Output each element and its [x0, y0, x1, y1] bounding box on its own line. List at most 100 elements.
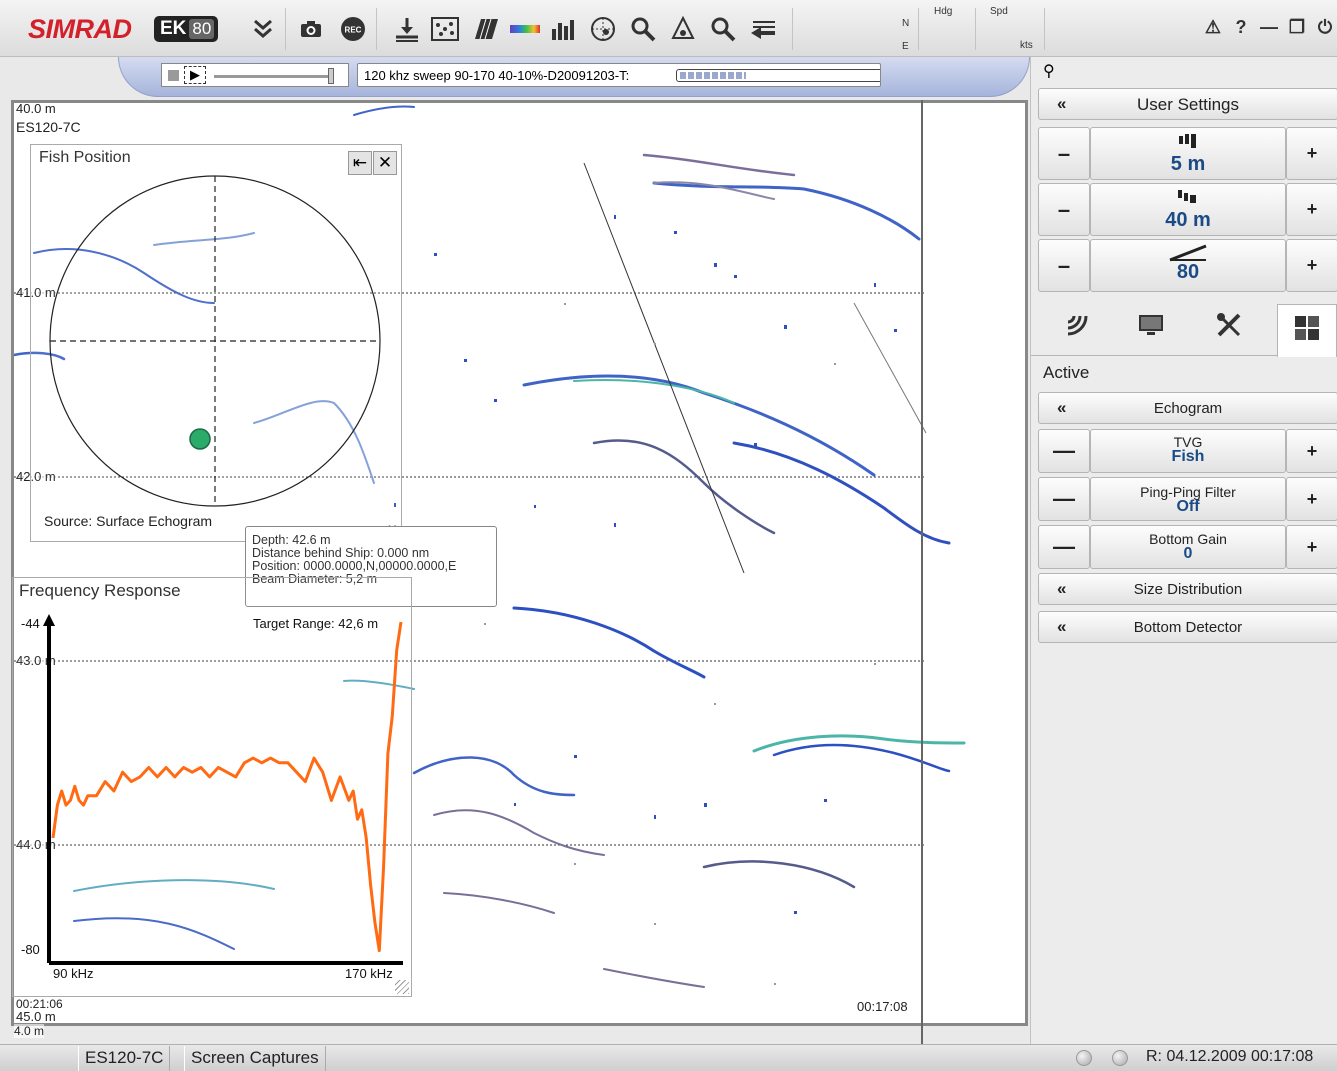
bar-chart-icon[interactable]	[548, 14, 578, 44]
toolbar-separator	[792, 8, 793, 50]
replay-speed-slider[interactable]	[214, 75, 332, 78]
power-icon[interactable]: ⏻	[1313, 14, 1337, 40]
ping-ping-filter-label: Ping-Ping Filter	[1091, 485, 1285, 499]
bottom-gain-display[interactable]: Bottom Gain 0	[1090, 525, 1286, 569]
replay-bar: ▶ 120 khz sweep 90-170 40-10%-D20091203-…	[118, 57, 1030, 97]
simrad-logo: SIMRAD	[28, 14, 132, 45]
gain-row: – 80 +	[1038, 239, 1337, 292]
menu-expand-icon[interactable]	[248, 14, 278, 44]
speed-label: Spd	[990, 6, 1008, 17]
color-scale-icon[interactable]	[510, 14, 540, 44]
replay-filename: 120 khz sweep 90-170 40-10%-D20091203-T:	[364, 68, 629, 83]
replay-speed-thumb[interactable]	[328, 68, 334, 84]
range-icon	[1091, 190, 1285, 209]
gain-value: 80	[1091, 261, 1285, 284]
east-label: E	[902, 41, 909, 52]
tab-display[interactable]	[1121, 304, 1181, 352]
arrow-left-icon[interactable]	[748, 14, 778, 44]
toolbar-separator	[975, 8, 976, 50]
bottom-detector-label: Bottom Detector	[1039, 619, 1337, 636]
user-settings-button[interactable]: « User Settings	[1038, 88, 1337, 120]
alarm-icon[interactable]: ⚠	[1201, 14, 1225, 40]
ping-ping-filter-display[interactable]: Ping-Ping Filter Off	[1090, 477, 1286, 521]
zoom-icon[interactable]	[628, 14, 658, 44]
fish-position-source: Source: Surface Echogram	[44, 513, 212, 529]
north-label: N	[902, 18, 909, 29]
fish-position-panel[interactable]: Fish Position ⇤ ✕ Source: Surface Echogr…	[30, 144, 402, 542]
fish-position-icon[interactable]	[588, 14, 618, 44]
size-distribution-button[interactable]: « Size Distribution	[1038, 573, 1337, 605]
bottom-gain-plus-button[interactable]: +	[1286, 525, 1337, 569]
depth-label: 40.0 m	[16, 101, 56, 116]
replay-time-label: R: 04.12.2009 00:17:08	[1146, 1048, 1313, 1066]
bottom-gain-minus-button[interactable]: —	[1038, 525, 1090, 569]
svg-text:REC: REC	[345, 26, 362, 35]
echogram-button-label: Echogram	[1039, 400, 1337, 417]
ping-ping-filter-plus-button[interactable]: +	[1286, 477, 1337, 521]
grid-panels-icon	[1294, 315, 1320, 348]
fish-target-marker[interactable]	[190, 429, 210, 449]
replay-progress-bar[interactable]	[676, 69, 881, 82]
range-start-display[interactable]: 5 m	[1090, 127, 1286, 180]
tab-transceiver[interactable]	[1047, 304, 1107, 352]
active-section-title: Active	[1043, 363, 1089, 383]
tvg-plus-button[interactable]: +	[1286, 429, 1337, 473]
range-display[interactable]: 40 m	[1090, 183, 1286, 236]
user-settings-label: User Settings	[1039, 95, 1337, 115]
tab-active[interactable]	[1277, 304, 1337, 357]
bottom-detector-button[interactable]: « Bottom Detector	[1038, 611, 1337, 643]
zoom-alt-icon[interactable]	[708, 14, 738, 44]
ping-ping-filter-minus-button[interactable]: —	[1038, 477, 1090, 521]
logo-badge-model: 80	[189, 19, 214, 39]
tab-es120-7c[interactable]: ES120-7C	[78, 1046, 170, 1071]
resize-grip-icon[interactable]	[395, 980, 409, 994]
single-targets-icon[interactable]	[430, 14, 460, 44]
range-value: 40 m	[1091, 209, 1285, 232]
bottom-gain-label: Bottom Gain	[1091, 532, 1285, 546]
depth-download-icon[interactable]	[392, 14, 422, 44]
status-bar: ES120-7C Screen Captures R: 04.12.2009 0…	[0, 1044, 1337, 1071]
ping-cursor-line[interactable]	[921, 100, 923, 1044]
gain-minus-button[interactable]: –	[1038, 239, 1090, 292]
echo-trace-line	[854, 303, 926, 433]
replay-progress-fill	[680, 72, 746, 79]
range-plus-button[interactable]: +	[1286, 183, 1337, 236]
camera-icon[interactable]	[296, 14, 326, 44]
tab-screen-captures[interactable]: Screen Captures	[184, 1046, 326, 1071]
tvg-display[interactable]: TVG Fish	[1090, 429, 1286, 473]
time-label-right: 00:17:08	[857, 999, 908, 1014]
range-minus-button[interactable]: –	[1038, 183, 1090, 236]
frequency-response-panel[interactable]: Frequency Response Target Range: 42,6 m …	[12, 577, 412, 997]
play-icon[interactable]: ▶	[184, 66, 206, 84]
toolbar-separator	[285, 8, 286, 50]
status-led-icon	[1112, 1050, 1128, 1066]
size-distribution-label: Size Distribution	[1039, 581, 1337, 598]
stop-icon[interactable]	[168, 70, 179, 81]
tvg-minus-button[interactable]: —	[1038, 429, 1090, 473]
replay-file-field[interactable]: 120 khz sweep 90-170 40-10%-D20091203-T:	[357, 63, 881, 87]
sounder-beam-icon[interactable]	[668, 14, 698, 44]
channel-label: ES120-7C	[16, 119, 81, 135]
frequency-response-series-line	[53, 622, 401, 951]
echogram-shading-icon[interactable]	[470, 14, 500, 44]
bottom-gain-row: — Bottom Gain 0 +	[1038, 525, 1337, 569]
range-start-plus-button[interactable]: +	[1286, 127, 1337, 180]
tvg-row: — TVG Fish +	[1038, 429, 1337, 473]
monitor-icon	[1137, 313, 1165, 344]
help-icon[interactable]: ?	[1229, 14, 1253, 40]
depth-label: 45.0 m	[16, 1009, 56, 1024]
echogram-button[interactable]: « Echogram	[1038, 392, 1337, 424]
tab-setup[interactable]	[1199, 304, 1259, 352]
gain-display[interactable]: 80	[1090, 239, 1286, 292]
gain-plus-button[interactable]: +	[1286, 239, 1337, 292]
range-start-minus-button[interactable]: –	[1038, 127, 1090, 180]
pin-panel-icon[interactable]: ⚲	[1043, 61, 1055, 81]
minimize-icon[interactable]: —	[1257, 14, 1281, 40]
fish-position-plot	[31, 145, 403, 543]
frequency-series-group	[53, 622, 401, 951]
restore-icon[interactable]: ❐	[1285, 14, 1309, 40]
record-icon[interactable]: REC	[338, 14, 368, 44]
status-led-icon	[1076, 1050, 1092, 1066]
toolbar-separator	[1044, 8, 1045, 50]
